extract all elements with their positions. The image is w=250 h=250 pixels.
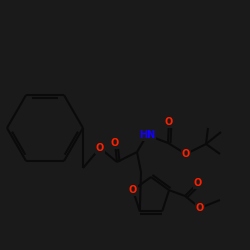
Text: O: O xyxy=(182,149,190,159)
Text: O: O xyxy=(165,117,173,127)
Text: O: O xyxy=(194,178,202,188)
Text: HN: HN xyxy=(139,130,155,140)
Text: O: O xyxy=(196,203,204,213)
Text: O: O xyxy=(96,143,104,153)
Text: O: O xyxy=(129,185,137,195)
Text: O: O xyxy=(111,138,119,148)
